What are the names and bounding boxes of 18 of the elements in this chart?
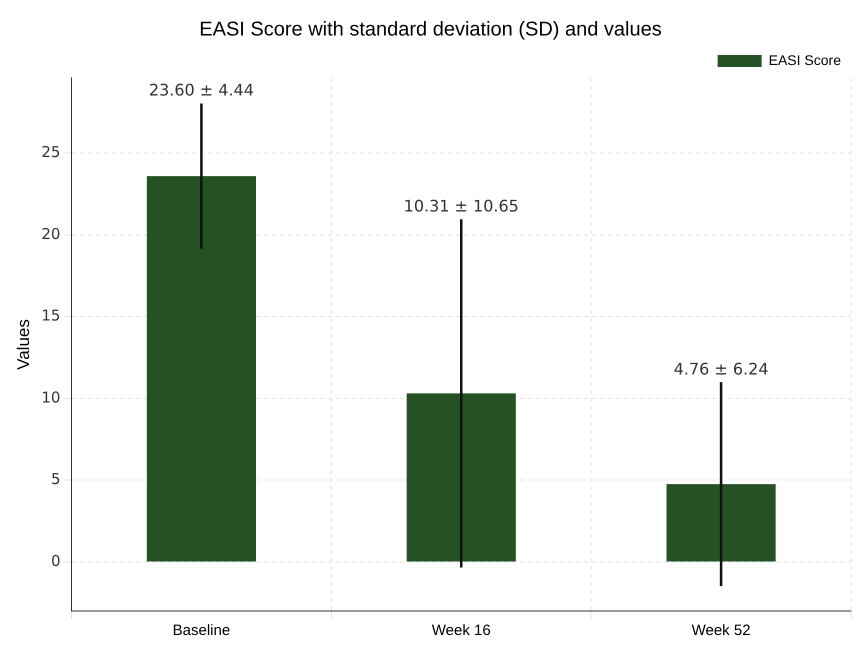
y-tick-label: 5: [50, 470, 60, 488]
bar: [666, 484, 776, 562]
legend-label: EASI Score: [768, 52, 842, 68]
bar: [406, 393, 516, 562]
y-tick-label: 15: [41, 306, 60, 325]
y-tick-label: 20: [41, 224, 60, 243]
y-tick-label: 25: [41, 143, 60, 162]
annotation: 4.76 ± 6.24: [674, 359, 768, 378]
annotation: 23.60 ± 4.44: [148, 80, 254, 100]
y-axis-title: Values: [14, 319, 33, 370]
y-tick-label: 0: [50, 552, 60, 570]
bar: [146, 176, 256, 562]
y-tick-label: 10: [41, 388, 60, 406]
x-tick-label: Week 52: [692, 622, 751, 640]
chart-title: EASI Score with standard deviation (SD) and values: [199, 18, 662, 41]
x-tick-label: Baseline: [172, 622, 230, 640]
annotation: 10.31 ± 10.65: [404, 196, 519, 216]
x-tick-label: Week 16: [432, 622, 491, 640]
